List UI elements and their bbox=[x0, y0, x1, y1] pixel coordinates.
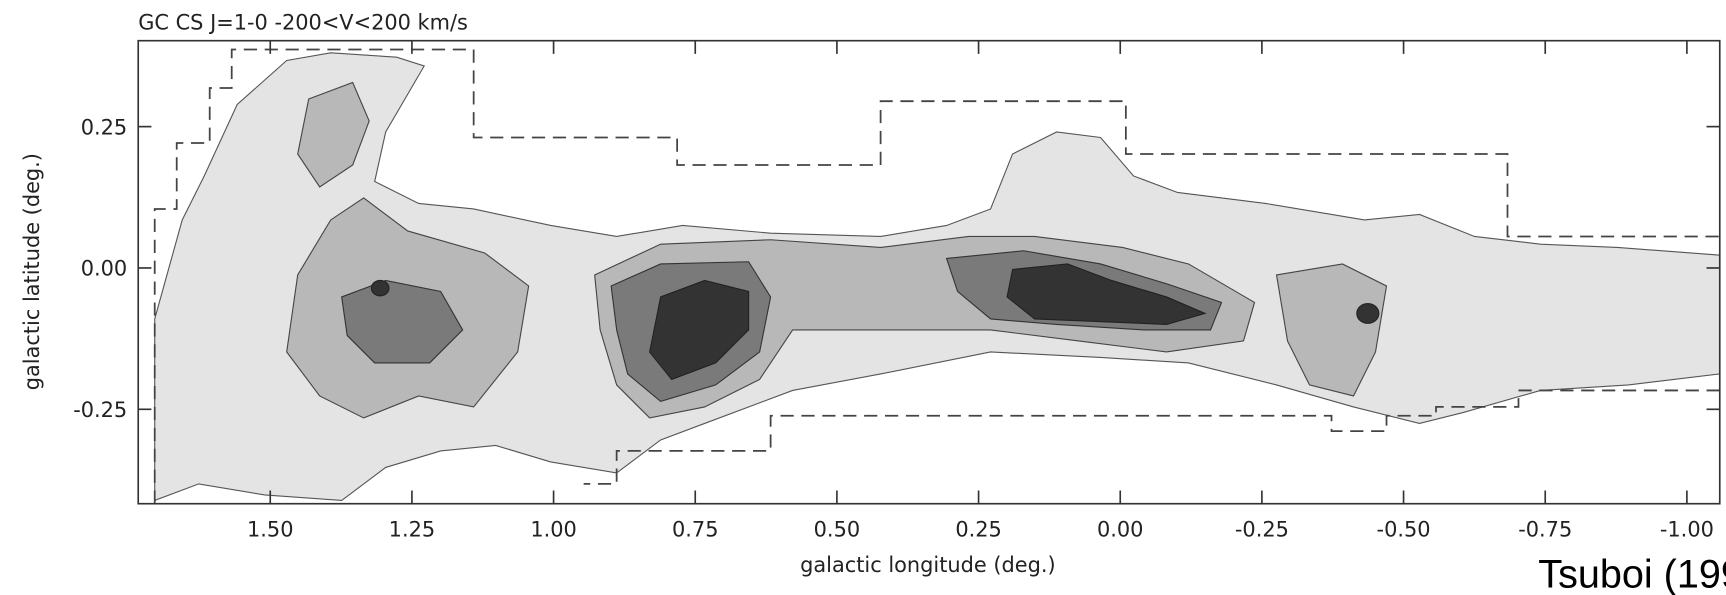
citation: Tsuboi (1999) bbox=[1538, 552, 1726, 595]
x-tick-label: 1.00 bbox=[530, 518, 576, 542]
plot-frame bbox=[137, 39, 1721, 505]
x-tick-label: 0.00 bbox=[1097, 518, 1143, 542]
emission-map bbox=[153, 48, 1721, 504]
y-tick-label: 0.25 bbox=[81, 115, 127, 139]
contour-level-3 bbox=[341, 279, 464, 364]
survey-boundary bbox=[153, 48, 1720, 504]
contour-level-4 bbox=[1356, 302, 1380, 324]
contour-level-2 bbox=[1275, 263, 1388, 397]
x-tick-label: -0.25 bbox=[1235, 518, 1289, 542]
x-tick-label: 0.25 bbox=[955, 518, 1001, 542]
x-tick-label: -0.50 bbox=[1377, 518, 1431, 542]
x-tick-label: -0.75 bbox=[1518, 518, 1572, 542]
x-tick-label: -1.00 bbox=[1660, 518, 1714, 542]
x-tick-label: 1.50 bbox=[247, 518, 293, 542]
chart-title: GC CS J=1-0 -200<V<200 km/s bbox=[138, 11, 468, 35]
x-tick-label: 0.75 bbox=[672, 518, 718, 542]
x-tick-label: 1.25 bbox=[389, 518, 435, 542]
survey-boundary bbox=[583, 389, 1720, 485]
y-tick-label: -0.25 bbox=[73, 398, 127, 422]
contour-level-4 bbox=[649, 279, 750, 381]
contour-level-2 bbox=[297, 81, 370, 188]
x-axis-label: galactic longitude (deg.) bbox=[800, 553, 1055, 577]
y-axis-label: galactic latitude (deg.) bbox=[20, 153, 44, 390]
contour-level-4 bbox=[1006, 263, 1207, 325]
x-tick-label: 0.50 bbox=[814, 518, 860, 542]
y-tick-label: 0.00 bbox=[81, 257, 127, 281]
contour-level-4 bbox=[370, 279, 390, 297]
